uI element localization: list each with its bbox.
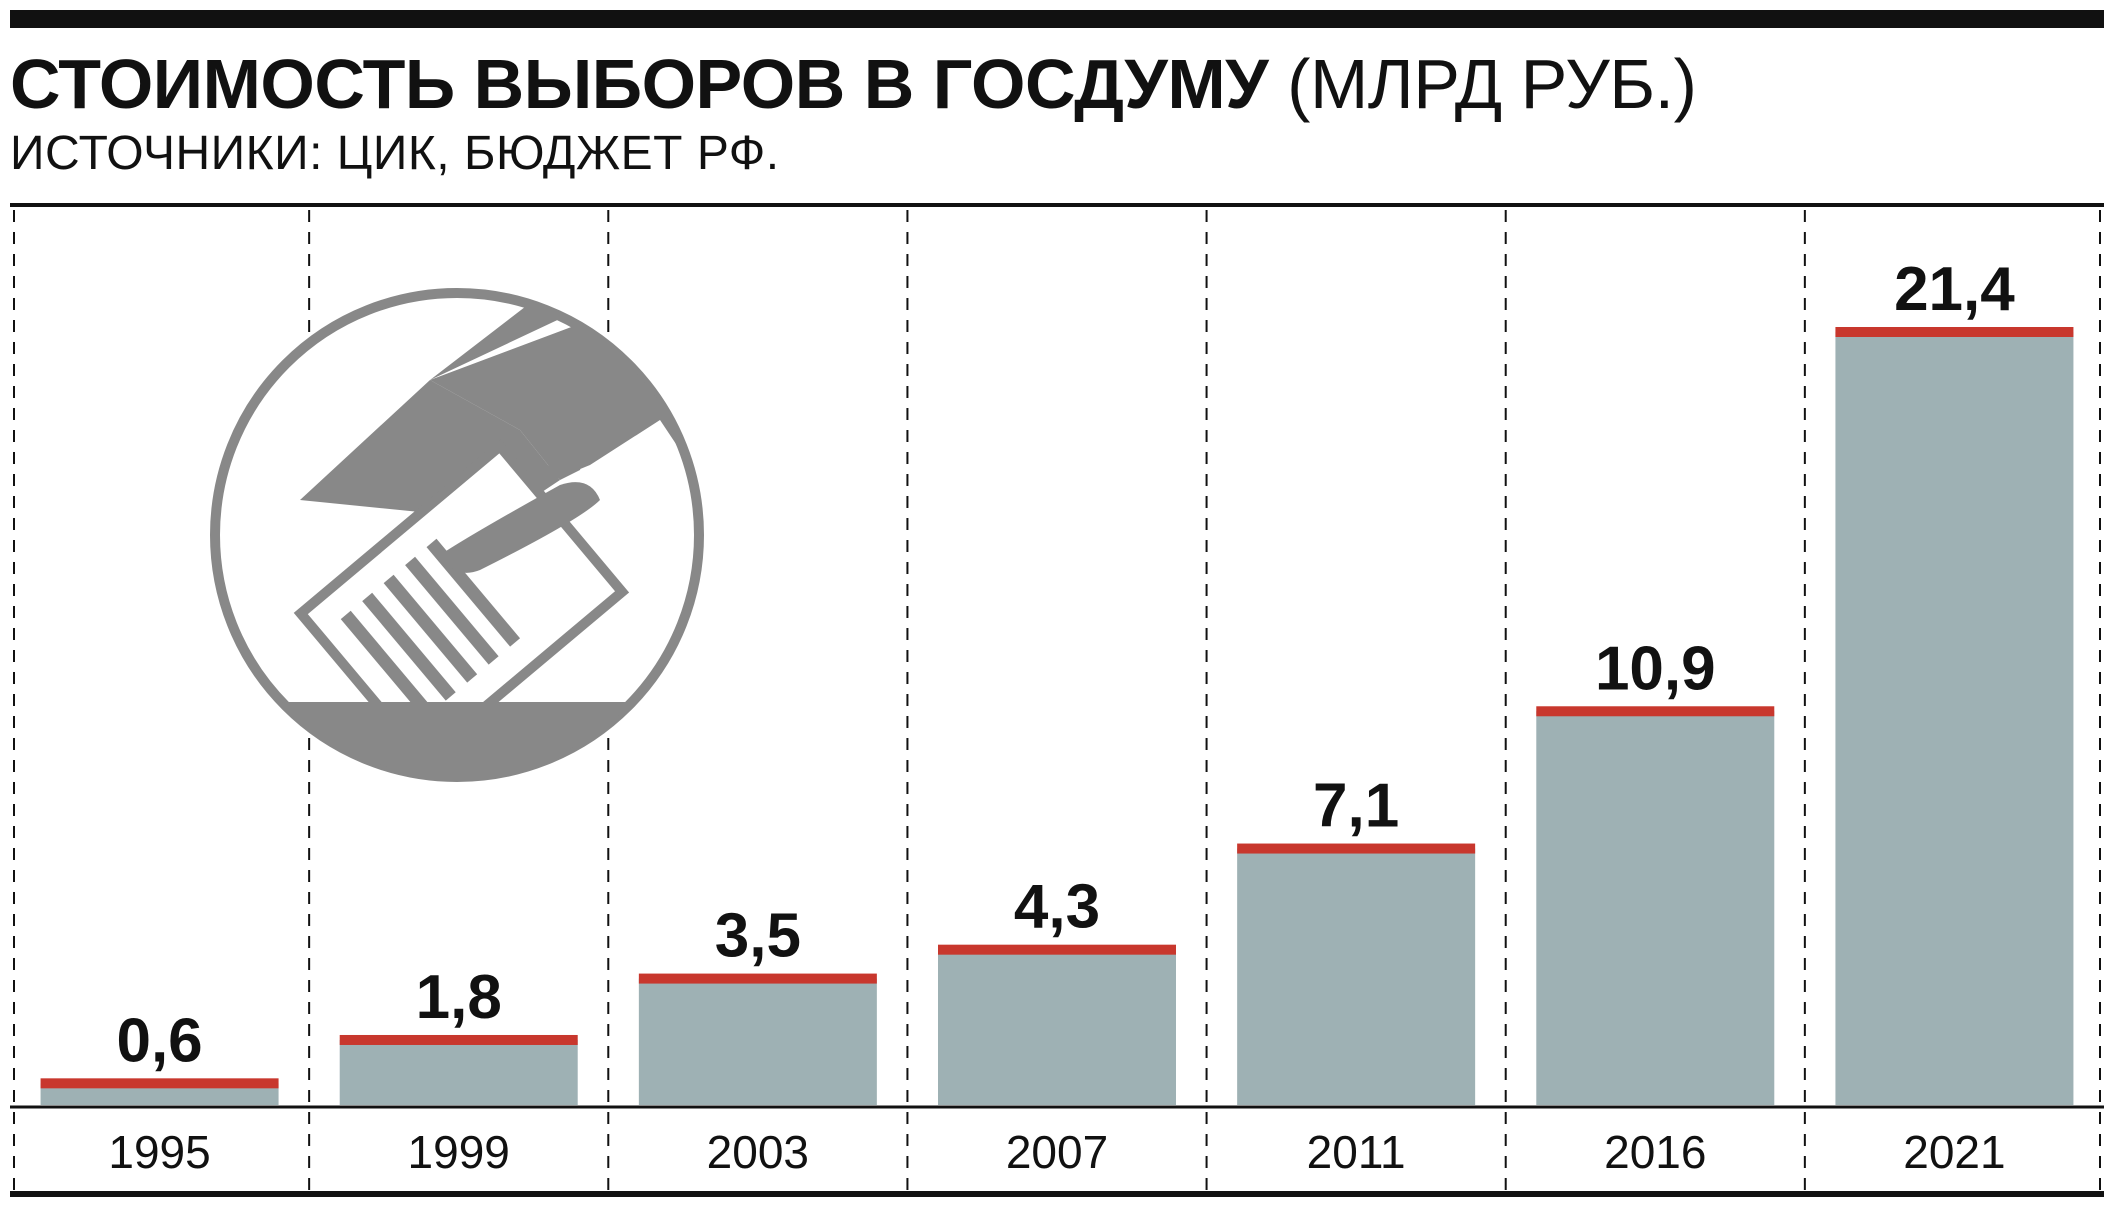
value-label-2016: 10,9 <box>1595 634 1716 703</box>
bar-2011 <box>1237 848 1476 1105</box>
x-tick-label-2021: 2021 <box>1903 1126 2005 1178</box>
ballot-box-vote-icon <box>210 288 704 782</box>
x-tick-label-2016: 2016 <box>1604 1126 1706 1178</box>
bar-1995 <box>40 1083 279 1105</box>
top-rule <box>10 10 2104 28</box>
bar-1999 <box>339 1039 578 1105</box>
bar-2007 <box>938 949 1176 1105</box>
x-tick-labels-group: 1995 1999 2003 2007 2011 2016 2021 <box>108 1126 2005 1178</box>
chart-title: СТОИМОСТЬ ВЫБОРОВ В ГОСДУМУ (МЛРД РУБ.) <box>10 44 1697 124</box>
bar-2021 <box>1835 332 2074 1105</box>
x-tick-label-2007: 2007 <box>1006 1126 1108 1178</box>
bar-2003 <box>638 978 877 1105</box>
x-tick-label-2003: 2003 <box>707 1126 809 1178</box>
x-tick-label-2011: 2011 <box>1307 1126 1406 1178</box>
value-label-2007: 4,3 <box>1014 873 1100 942</box>
value-label-2021: 21,4 <box>1894 255 2015 324</box>
value-label-2003: 3,5 <box>715 902 801 971</box>
value-label-1999: 1,8 <box>416 963 502 1032</box>
x-tick-label-1995: 1995 <box>108 1126 210 1178</box>
bar-top-accent-1995 <box>40 1078 279 1089</box>
bar-2016 <box>1536 711 1775 1105</box>
bars-group <box>40 327 2074 1105</box>
value-label-1995: 0,6 <box>116 1006 202 1075</box>
x-tick-label-1999: 1999 <box>408 1126 510 1178</box>
value-labels-group: 0,6 1,8 3,5 4,3 7,1 10,9 21,4 <box>116 255 2015 1075</box>
bar-top-accent-2016 <box>1536 706 1775 717</box>
bar-top-accent-2021 <box>1835 327 2074 337</box>
value-label-2011: 7,1 <box>1313 772 1399 841</box>
bar-top-accent-2003 <box>638 973 877 984</box>
chart-title-unit: (МЛРД РУБ.) <box>1287 45 1697 123</box>
bar-top-accent-2011 <box>1237 843 1476 854</box>
bar-top-accent-1999 <box>339 1034 578 1045</box>
bar-top-accent-2007 <box>938 944 1176 955</box>
chart-source: ИСТОЧНИКИ: ЦИК, БЮДЖЕТ РФ. <box>10 127 780 180</box>
chart-title-main: СТОИМОСТЬ ВЫБОРОВ В ГОСДУМУ <box>10 45 1269 123</box>
